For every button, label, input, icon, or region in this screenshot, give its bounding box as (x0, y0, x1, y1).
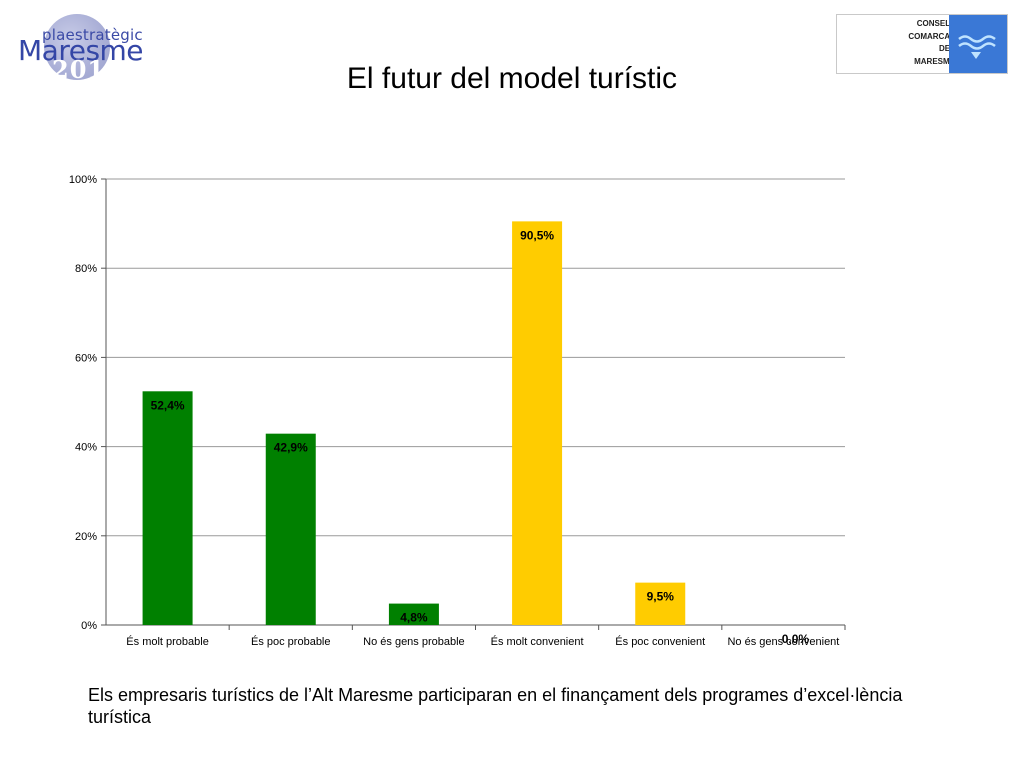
data-label: 4,8% (400, 611, 428, 625)
data-label: 52,4% (151, 398, 185, 412)
bar (265, 433, 316, 625)
caption-text: Els empresaris turístics de l’Alt Maresm… (88, 685, 903, 727)
y-tick-label: 100% (69, 174, 97, 186)
x-tick-label: És molt probable (126, 635, 209, 648)
badge-line: MARESME (914, 56, 955, 66)
badge-line: CONSELL (916, 19, 955, 28)
y-tick-label: 40% (75, 442, 97, 454)
data-label: 42,9% (274, 441, 308, 455)
y-tick-label: 20% (75, 531, 97, 543)
x-tick-label: És poc probable (251, 635, 331, 648)
badge-line: COMARCAL (908, 31, 955, 41)
plaestrategic-logo: plaestratègic Maresme 2015 (18, 14, 148, 86)
x-tick-label: És molt convenient (491, 635, 584, 648)
y-tick-label: 0% (81, 620, 97, 632)
logo-year-text: 2015 (52, 55, 123, 84)
x-tick-label: No és gens probable (363, 636, 465, 648)
data-label: 9,5% (647, 590, 675, 604)
badge-emblem (949, 15, 1007, 73)
y-tick-label: 80% (75, 263, 97, 275)
bar-chart: 0% 20% 40% 60% 80% 100% 52,4% És molt probable 4… (69, 174, 846, 648)
consell-comarcal-badge: CONSELL COMARCAL DEL MARESME (836, 14, 1008, 74)
logo-main-text: Maresme (18, 34, 144, 67)
logo-top-text: plaestratègic (42, 26, 143, 44)
x-tick-label: No és gens convenient (727, 636, 839, 648)
badge-text: CONSELL COMARCAL DEL MARESME (875, 18, 955, 68)
bar (388, 603, 439, 625)
y-tick-label: 60% (75, 352, 97, 364)
page-title: El futur del model turístic (346, 62, 678, 95)
data-label: 90,5% (520, 228, 554, 242)
data-label: 0,0% (782, 632, 810, 646)
waves-icon (958, 35, 996, 59)
badge-line: DEL (939, 44, 955, 53)
bar (512, 221, 563, 625)
logo-disc (44, 14, 110, 80)
x-tick-label: És poc convenient (615, 635, 705, 648)
bar (635, 582, 686, 625)
bar (142, 391, 193, 625)
